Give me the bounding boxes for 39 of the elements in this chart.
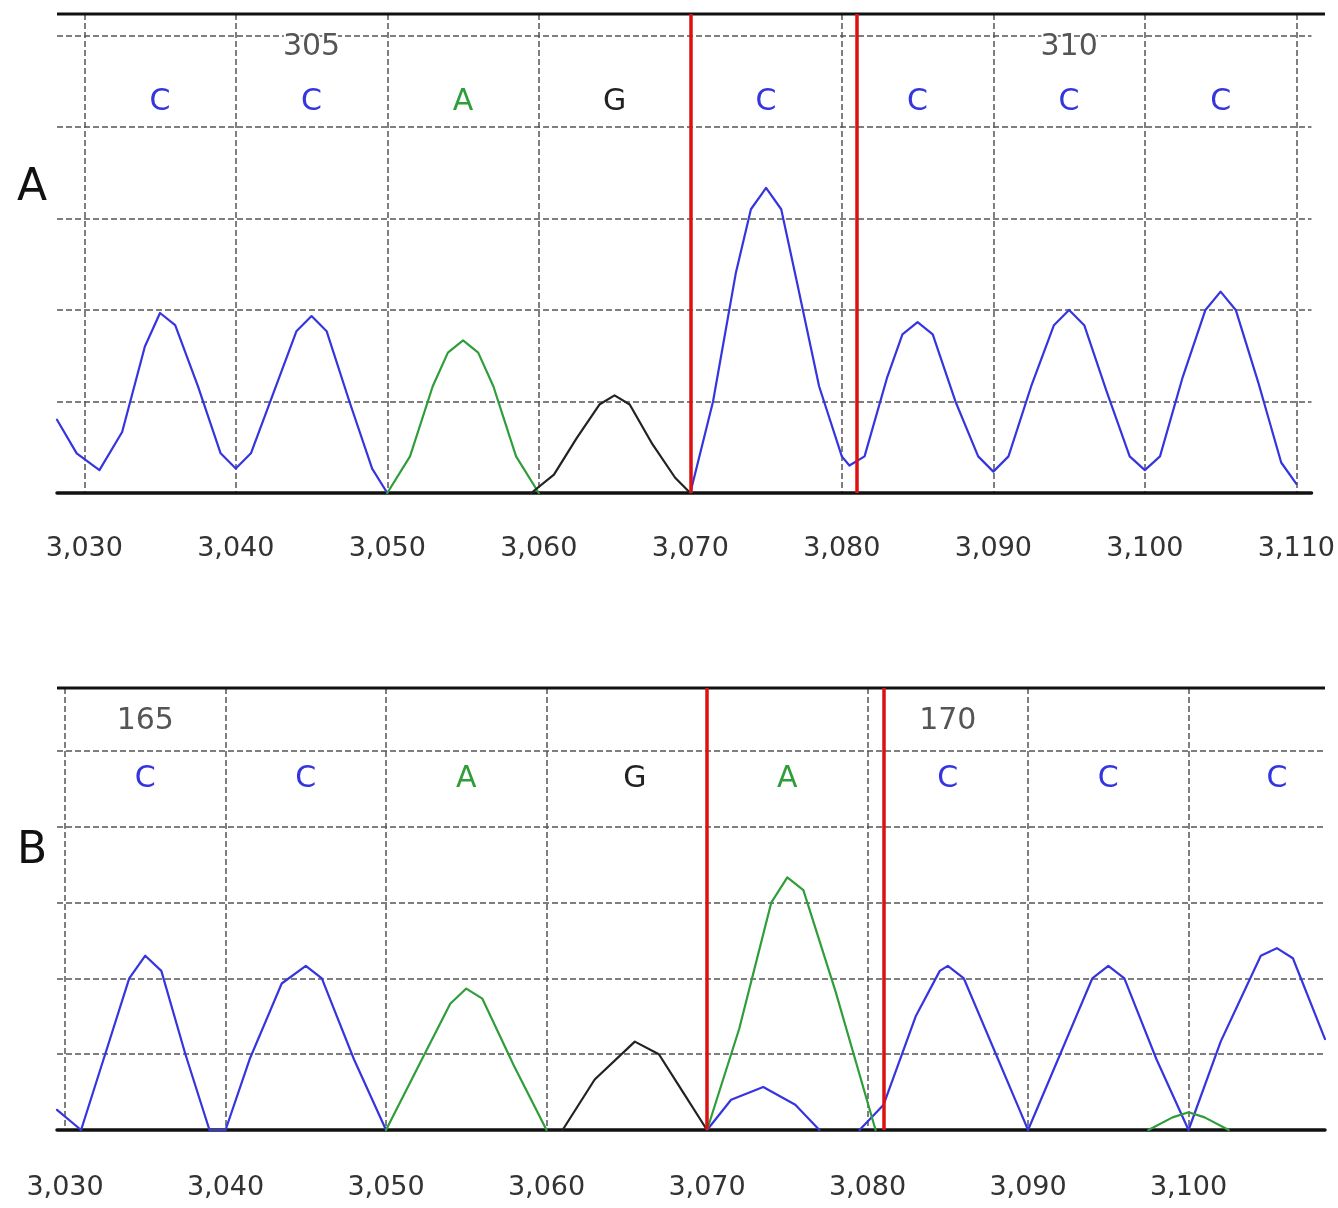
x-tick-label: 3,110 [1257,531,1335,562]
x-tick-label: 3,090 [989,1170,1067,1201]
text: C [1266,758,1288,794]
x-tick-label: 3,040 [186,1170,265,1201]
text: A [777,758,799,794]
text: 170 [919,700,977,736]
x-tick-label: 3,100 [1149,1170,1228,1201]
x-tick-label: 3,080 [803,531,881,562]
x-tick-label: 3,030 [45,531,123,562]
x-tick-label: 3,070 [668,1170,746,1201]
text: C [907,81,929,117]
text: C [134,758,156,794]
text: C [301,81,323,117]
chart-title: B [17,822,48,874]
text: A [452,81,474,117]
text: G [623,758,647,794]
text: C [1097,758,1119,794]
text: A [456,758,478,794]
text: C [1210,81,1232,117]
x-tick-label: 3,040 [197,531,275,562]
text: 310 [1040,27,1098,63]
x-tick-label: 3,090 [954,531,1032,562]
text: C [1058,81,1080,117]
x-tick-label: 3,060 [507,1170,586,1201]
text: G [602,81,627,117]
text: 305 [282,27,341,63]
x-tick-label: 3,080 [828,1170,907,1201]
chart-title: A [17,159,48,211]
x-tick-label: 3,070 [651,531,729,562]
x-tick-label: 3,100 [1106,531,1184,562]
x-tick-label: 3,030 [26,1170,104,1201]
text: 165 [116,700,174,736]
x-tick-label: 3,060 [500,531,578,562]
text: C [149,81,171,117]
text: C [295,758,317,794]
x-tick-label: 3,050 [348,531,426,562]
text: C [937,758,959,794]
x-tick-label: 3,050 [347,1170,425,1201]
text: C [755,81,777,117]
